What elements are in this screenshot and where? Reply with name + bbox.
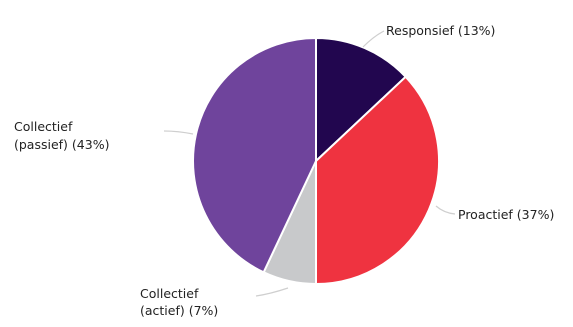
leader-line-collectief-actief <box>255 287 289 297</box>
label-collectief-actief-line2: (actief) (7%) <box>140 303 218 318</box>
pie-slice-responsief <box>315 36 408 164</box>
pie-slice-collectief-passief <box>192 36 317 274</box>
label-collectief-passief-line1: Collectief <box>14 119 73 134</box>
label-responsief: Responsief (13%) <box>386 23 495 38</box>
leader-line-responsief <box>362 30 385 48</box>
pie-slice-proactief <box>315 75 440 286</box>
pie-slices <box>192 36 440 286</box>
label-collectief-passief-line2: (passief) (43%) <box>14 137 109 152</box>
leader-line-collectief-passief <box>163 130 194 135</box>
leader-line-proactief <box>435 205 456 215</box>
label-collectief-actief-line1: Collectief <box>140 286 199 301</box>
label-proactief: Proactief (37%) <box>458 207 554 222</box>
